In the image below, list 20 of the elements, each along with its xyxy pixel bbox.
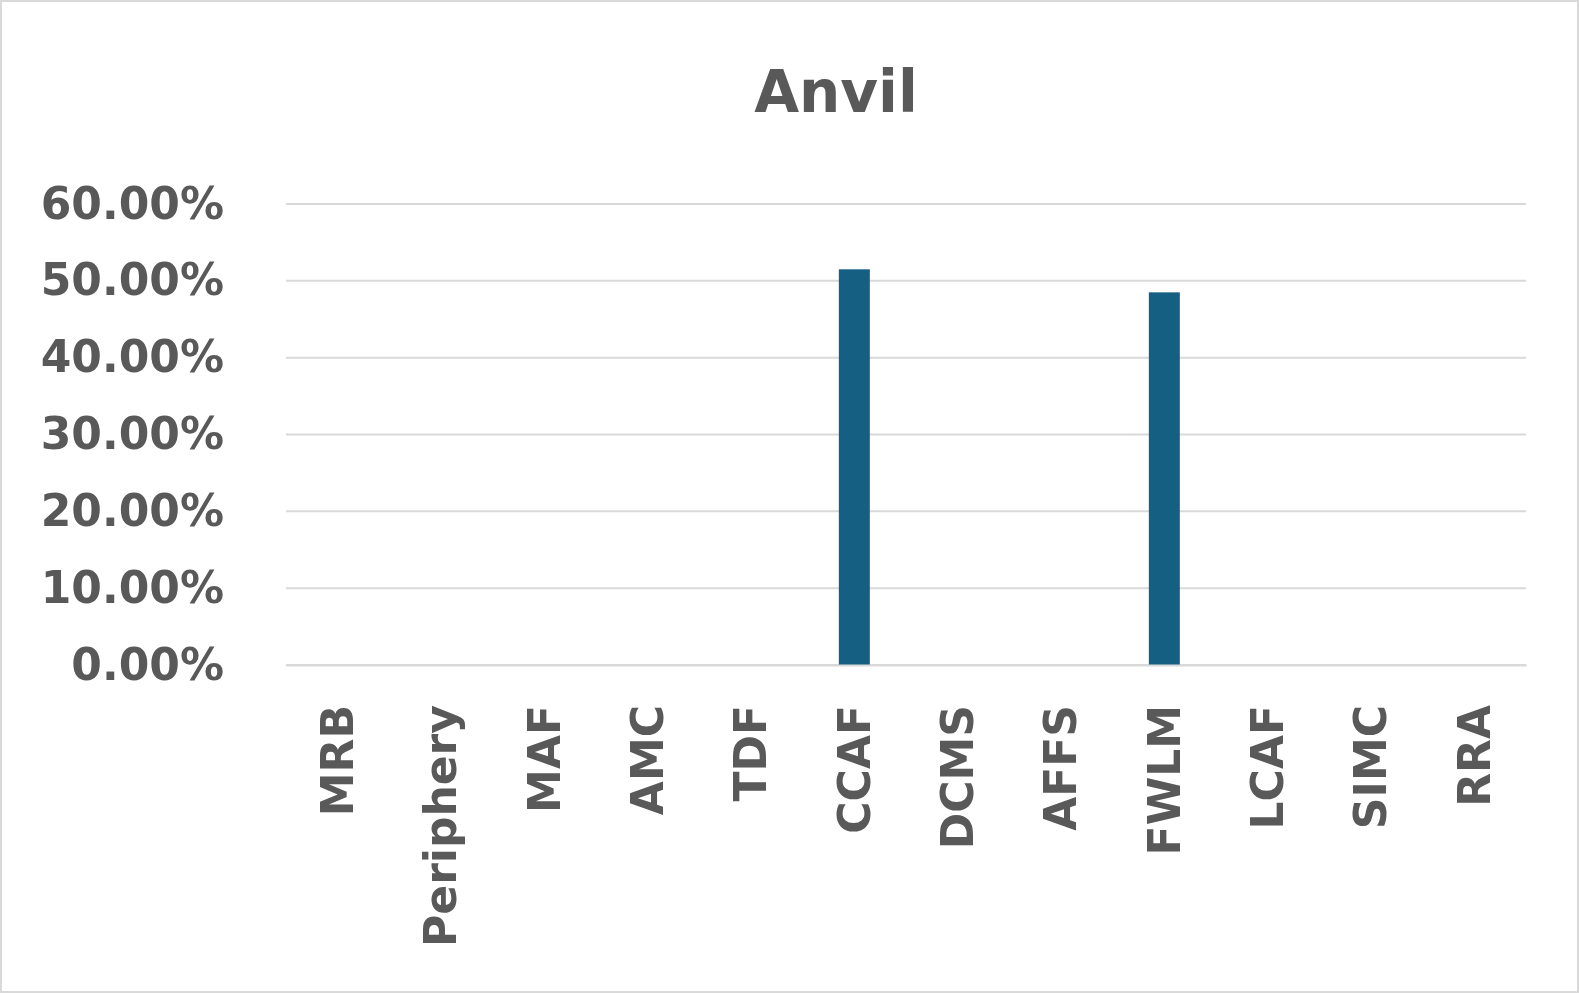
x-tick-label: LCAF [1242,705,1294,830]
x-tick-label: AMC [622,705,674,816]
x-tick-label: MAF [518,705,570,813]
x-tick-label: CCAF [828,705,880,834]
y-tick-label: 40.00% [40,331,224,383]
x-tick-label: RRA [1448,705,1500,807]
chart-title: Anvil [754,58,918,126]
x-tick-label: SIMC [1345,705,1397,830]
x-tick-label: AFFS [1035,705,1087,831]
x-tick-label: MRB [312,705,364,817]
y-tick-label: 20.00% [40,484,224,536]
y-tick-label: 30.00% [40,408,224,460]
y-tick-label: 10.00% [40,561,224,613]
y-tick-label: 0.00% [71,638,224,690]
y-tick-label: 50.00% [40,254,224,306]
x-tick-label: DCMS [932,705,984,850]
x-tick-label: TDF [725,705,777,802]
x-tick-label: Periphery [415,705,467,947]
x-tick-label: FWLM [1138,705,1190,856]
y-tick-label: 60.00% [40,177,224,229]
